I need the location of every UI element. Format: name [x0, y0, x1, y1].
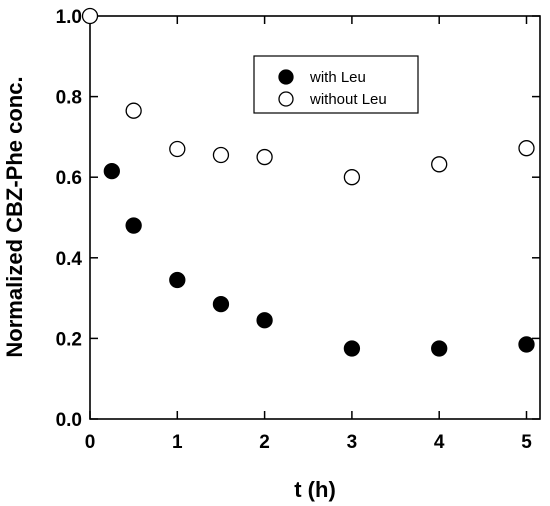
y-axis-ticks: 0.0 0.2 0.4 0.6 0.8 1.0 [56, 7, 540, 431]
data-point-with-leu [212, 295, 230, 313]
data-point-without-leu [256, 148, 273, 166]
data-point-without-leu [125, 102, 142, 119]
data-point-without-leu [169, 140, 186, 158]
data-point-without-leu [518, 140, 535, 157]
data-point-with-leu [518, 336, 535, 353]
y-tick-label: 0.4 [56, 249, 83, 270]
y-tick-label: 0.2 [56, 329, 82, 350]
data-point-with-leu [125, 217, 142, 234]
y-tick-label: 0.8 [56, 88, 82, 109]
data-point-without-leu [81, 7, 99, 25]
data-point-with-leu [256, 312, 273, 329]
y-tick-label: 1.0 [56, 7, 82, 28]
data-point-with-leu [343, 340, 361, 357]
x-tick-label: 4 [434, 432, 445, 453]
legend: with Leu without Leu [253, 55, 419, 114]
data-series [81, 7, 535, 357]
legend-marker-with-leu [278, 69, 294, 85]
x-tick-label: 0 [85, 432, 96, 453]
legend-label-without-leu: without Leu [309, 91, 387, 108]
data-point-without-leu [431, 156, 448, 173]
x-tick-label: 3 [347, 432, 358, 453]
x-tick-label: 2 [259, 432, 270, 453]
data-point-without-leu [212, 146, 230, 164]
data-point-with-leu [431, 340, 448, 357]
legend-marker-without-leu [278, 91, 294, 107]
data-point-without-leu [343, 169, 361, 186]
x-axis-title: t (h) [294, 477, 336, 502]
legend-label-with-leu: with Leu [309, 69, 366, 86]
y-tick-label: 0.6 [56, 168, 82, 189]
x-tick-label: 5 [521, 432, 532, 453]
x-tick-label: 1 [172, 432, 183, 453]
plot-frame [89, 15, 541, 420]
y-tick-label: 0.0 [56, 410, 82, 431]
y-axis-title: Normalized CBZ-Phe conc. [2, 76, 27, 357]
data-point-with-leu [169, 271, 186, 289]
data-point-with-leu [103, 163, 120, 180]
